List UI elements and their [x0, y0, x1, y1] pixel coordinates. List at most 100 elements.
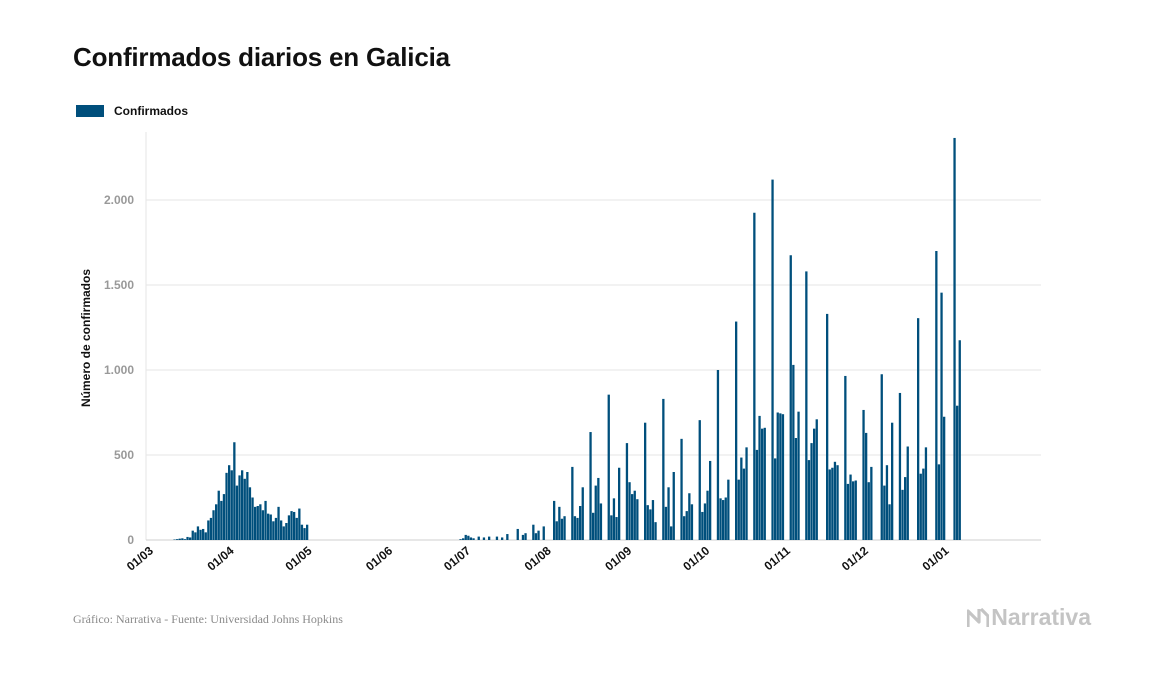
- brand-logo: Narrativa: [967, 604, 1091, 631]
- bar: [646, 505, 649, 540]
- bar: [862, 409, 865, 540]
- bar: [191, 530, 194, 540]
- bar: [836, 465, 839, 540]
- bar: [558, 506, 561, 540]
- bar: [906, 446, 909, 540]
- y-tick-label: 1.500: [104, 278, 134, 292]
- bar: [215, 504, 218, 540]
- bar: [467, 535, 470, 540]
- bar: [701, 511, 704, 540]
- bar: [737, 479, 740, 540]
- bar: [233, 442, 236, 540]
- bar: [844, 375, 847, 540]
- bar: [501, 537, 504, 540]
- bar: [589, 432, 592, 540]
- bar: [217, 490, 220, 540]
- bar: [269, 514, 272, 540]
- bar: [532, 524, 535, 540]
- bar: [204, 532, 207, 540]
- bar: [189, 537, 192, 540]
- bar: [789, 255, 792, 540]
- bar: [774, 458, 777, 540]
- bar: [776, 412, 779, 540]
- bar: [228, 465, 231, 540]
- bar: [287, 515, 291, 540]
- bar: [709, 460, 712, 540]
- bar: [852, 481, 855, 540]
- bar: [243, 478, 246, 540]
- bar: [865, 432, 868, 540]
- bar: [555, 521, 558, 540]
- bar: [181, 538, 184, 540]
- bar: [573, 516, 577, 540]
- bar: [285, 523, 288, 540]
- bar: [742, 468, 746, 540]
- bar: [935, 251, 938, 540]
- bar: [488, 536, 491, 540]
- bar: [537, 530, 540, 540]
- legend-label: Confirmados: [114, 104, 189, 118]
- bar: [212, 510, 215, 540]
- x-tick-label: 01/11: [761, 543, 793, 573]
- bar: [943, 416, 946, 540]
- bar: [688, 493, 691, 540]
- bar: [274, 517, 278, 540]
- bar: [891, 422, 894, 540]
- bar: [553, 500, 556, 540]
- bar: [833, 461, 837, 540]
- bar: [295, 517, 298, 540]
- bar: [482, 537, 486, 540]
- bar: [277, 506, 280, 540]
- bar: [594, 485, 597, 540]
- bar: [282, 526, 285, 540]
- bar: [597, 477, 600, 540]
- bar: [259, 504, 262, 540]
- bar: [680, 438, 683, 540]
- bar: [581, 487, 584, 540]
- bar: [306, 524, 309, 540]
- y-tick-label: 2.000: [104, 193, 134, 207]
- bar: [854, 480, 857, 540]
- bar: [815, 419, 818, 540]
- bar: [592, 512, 595, 540]
- bar: [612, 498, 616, 540]
- bar: [956, 405, 959, 540]
- bar: [230, 470, 233, 540]
- bar: [670, 526, 673, 540]
- bar: [667, 487, 670, 540]
- bar: [690, 504, 694, 540]
- bar: [241, 470, 244, 540]
- bar: [194, 532, 197, 540]
- bar: [870, 466, 873, 540]
- y-tick-label: 500: [114, 448, 134, 462]
- bar: [469, 537, 473, 540]
- bar: [922, 468, 925, 540]
- x-tick-label: 01/10: [680, 543, 712, 573]
- bar: [797, 411, 800, 540]
- source-credit: Gráfico: Narrativa - Fuente: Universidad…: [73, 612, 343, 626]
- bar: [293, 511, 296, 540]
- bar: [716, 370, 720, 540]
- bar: [290, 511, 293, 540]
- bar: [685, 511, 688, 540]
- bar: [251, 497, 254, 540]
- bar: [267, 513, 270, 540]
- bar: [883, 485, 886, 540]
- chart-title: Confirmados diarios en Galicia: [73, 42, 450, 72]
- bar: [846, 483, 850, 540]
- bar: [885, 465, 889, 540]
- bar: [664, 506, 668, 540]
- bar: [571, 466, 574, 540]
- bar: [477, 536, 480, 540]
- bar: [506, 534, 509, 540]
- bar: [173, 539, 176, 540]
- x-tick-label: 01/04: [205, 543, 237, 573]
- x-tick-label: 01/09: [602, 543, 634, 573]
- bar: [459, 539, 462, 540]
- bar: [745, 447, 748, 540]
- bar: [919, 473, 922, 540]
- bar: [261, 510, 265, 540]
- bar: [813, 428, 816, 540]
- bar: [828, 469, 831, 540]
